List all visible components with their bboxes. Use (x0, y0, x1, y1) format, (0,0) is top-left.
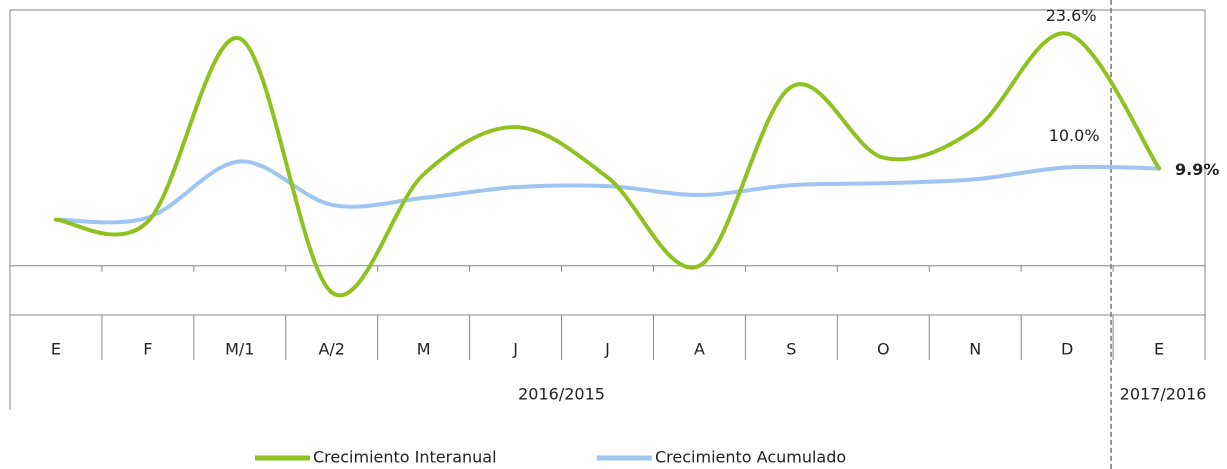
series-line (53, 31, 1162, 298)
x-tick-label: J (512, 340, 518, 359)
data-label: 9.9% (1175, 160, 1219, 179)
x-tick-label: O (877, 340, 890, 359)
x-tick-label: N (969, 340, 981, 359)
data-label: 10.0% (1049, 126, 1100, 145)
x-tick-label: E (1154, 340, 1164, 359)
group-label: 2016/2015 (518, 385, 605, 404)
x-tick-label: E (51, 340, 61, 359)
x-tick-label: M/1 (225, 340, 254, 359)
data-label: 23.6% (1046, 6, 1097, 25)
x-tick-label: J (604, 340, 610, 359)
x-tick-label: D (1061, 340, 1073, 359)
x-tick-label: A (694, 340, 705, 359)
series-line (53, 159, 1162, 225)
x-tick-label: S (786, 340, 796, 359)
x-tick-label: A/2 (318, 340, 345, 359)
x-tick-label: M (417, 340, 431, 359)
x-tick-label: F (143, 340, 152, 359)
legend-label: Crecimiento Acumulado (655, 448, 846, 467)
group-label: 2017/2016 (1120, 385, 1207, 404)
legend-label: Crecimiento Interanual (313, 448, 497, 467)
